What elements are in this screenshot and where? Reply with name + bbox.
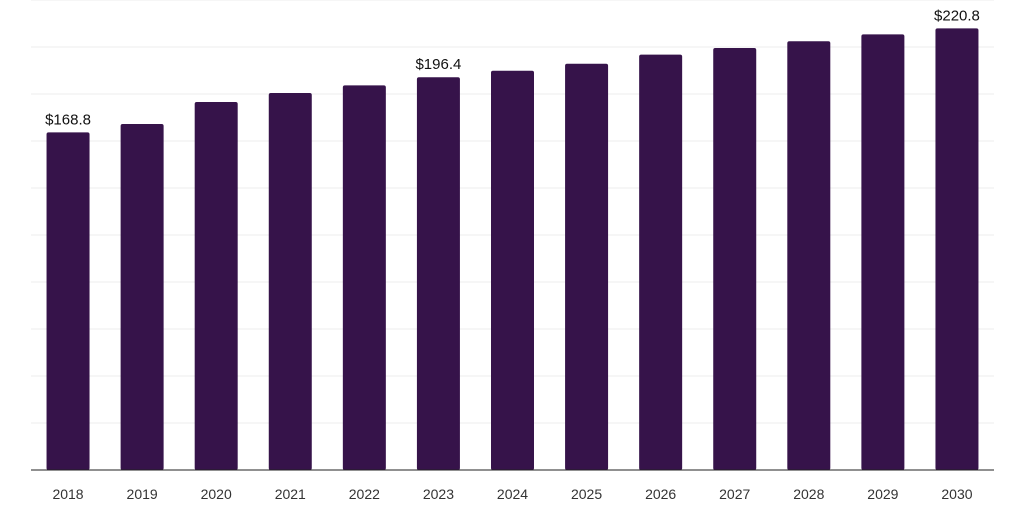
x-tick-label: 2022	[349, 486, 380, 502]
bar-2027	[713, 48, 757, 470]
bar-2026	[639, 54, 683, 470]
data-label: $168.8	[45, 111, 91, 128]
bar-2023	[416, 77, 460, 470]
x-tick-label: 2019	[127, 486, 158, 502]
x-tick-label: 2026	[645, 486, 676, 502]
bar-2021	[268, 93, 312, 470]
bar-2020	[194, 102, 238, 470]
data-label: $196.4	[415, 56, 461, 73]
x-tick-label: 2028	[793, 486, 824, 502]
bar-2025	[565, 63, 609, 471]
bar-2018	[46, 132, 90, 470]
data-labels: $168.8 $196.4 $220.8	[45, 7, 980, 128]
x-tick-label: 2024	[497, 486, 528, 502]
bar-2030	[935, 28, 979, 471]
x-tick-label: 2018	[52, 486, 83, 502]
bar-2019	[120, 124, 164, 470]
x-tick-label: 2023	[423, 486, 454, 502]
bar-2022	[342, 85, 386, 471]
x-tick-label: 2025	[571, 486, 602, 502]
x-tick-label: 2030	[941, 486, 972, 502]
x-tick-label: 2029	[867, 486, 898, 502]
bars	[46, 28, 979, 471]
x-tick-label: 2020	[201, 486, 232, 502]
x-tick-label: 2021	[275, 486, 306, 502]
bar-2024	[491, 70, 534, 471]
bar-2029	[861, 34, 905, 471]
x-tick-label: 2027	[719, 486, 750, 502]
bar-2028	[787, 41, 831, 470]
data-label: $220.8	[934, 7, 980, 24]
x-axis-ticks: 2018 2019 2020 2021 2022 2023 2024 2025 2026 2027…	[52, 486, 972, 502]
